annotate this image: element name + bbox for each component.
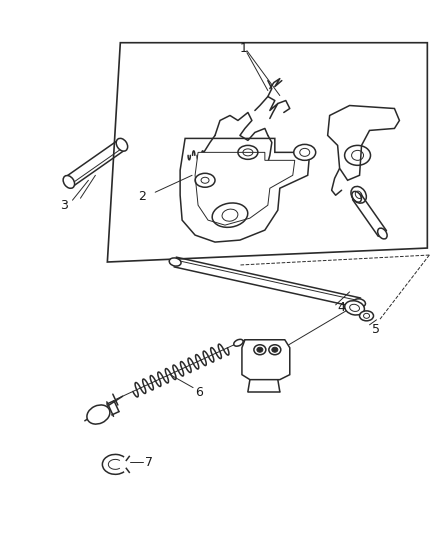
Polygon shape <box>107 43 426 262</box>
Ellipse shape <box>344 301 364 315</box>
Ellipse shape <box>351 191 360 202</box>
Polygon shape <box>241 340 289 379</box>
Text: 4: 4 <box>337 301 345 314</box>
Text: 6: 6 <box>194 386 202 399</box>
Ellipse shape <box>116 139 127 151</box>
Ellipse shape <box>359 311 373 321</box>
Ellipse shape <box>256 347 262 352</box>
Ellipse shape <box>293 144 315 160</box>
Polygon shape <box>327 106 399 180</box>
Ellipse shape <box>169 258 180 266</box>
Ellipse shape <box>87 405 110 424</box>
Polygon shape <box>194 152 294 225</box>
Text: 1: 1 <box>240 42 247 55</box>
Ellipse shape <box>271 347 277 352</box>
Ellipse shape <box>233 340 243 346</box>
Polygon shape <box>180 139 309 242</box>
Text: 5: 5 <box>371 324 379 336</box>
Text: 7: 7 <box>145 456 153 469</box>
Text: 2: 2 <box>138 190 146 203</box>
Ellipse shape <box>377 228 386 239</box>
Ellipse shape <box>353 299 364 307</box>
Ellipse shape <box>63 175 74 188</box>
Text: 3: 3 <box>60 199 68 212</box>
